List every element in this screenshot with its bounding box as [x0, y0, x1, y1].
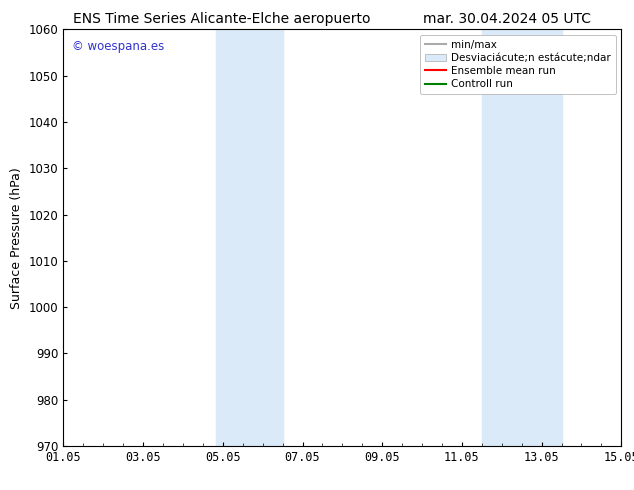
Text: mar. 30.04.2024 05 UTC: mar. 30.04.2024 05 UTC: [424, 12, 591, 26]
Text: ENS Time Series Alicante-Elche aeropuerto: ENS Time Series Alicante-Elche aeropuert…: [73, 12, 371, 26]
Y-axis label: Surface Pressure (hPa): Surface Pressure (hPa): [10, 167, 23, 309]
Text: © woespana.es: © woespana.es: [72, 40, 164, 53]
Bar: [482, 29, 562, 446]
Bar: [216, 29, 283, 446]
Legend: min/max, Desviaciácute;n estácute;ndar, Ensemble mean run, Controll run: min/max, Desviaciácute;n estácute;ndar, …: [420, 35, 616, 95]
